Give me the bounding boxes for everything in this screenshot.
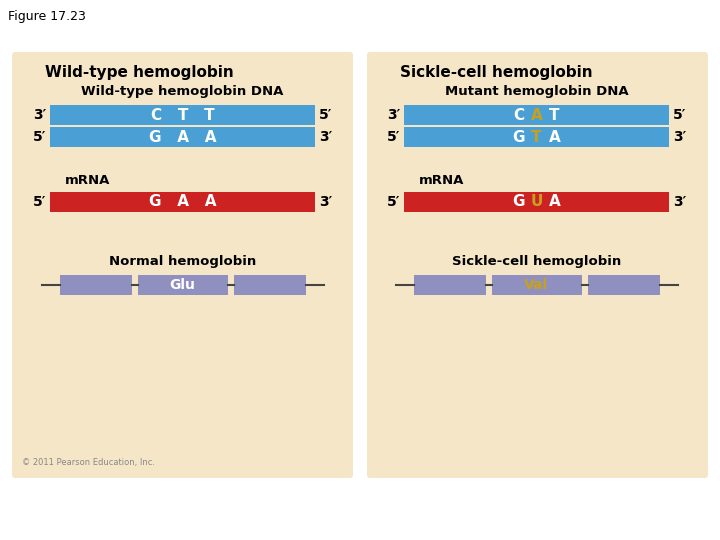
Text: Figure 17.23: Figure 17.23 bbox=[8, 10, 86, 23]
Text: mRNA: mRNA bbox=[419, 173, 464, 186]
Text: G: G bbox=[512, 130, 525, 145]
Text: 5′: 5′ bbox=[673, 108, 686, 122]
Bar bbox=[404, 127, 669, 147]
Text: Mutant hemoglobin DNA: Mutant hemoglobin DNA bbox=[445, 85, 629, 98]
Text: A: A bbox=[549, 130, 560, 145]
Bar bbox=[50, 105, 315, 125]
FancyBboxPatch shape bbox=[367, 52, 708, 478]
Text: 3′: 3′ bbox=[387, 108, 400, 122]
Text: 5′: 5′ bbox=[32, 130, 46, 144]
Bar bbox=[50, 127, 315, 147]
Bar bbox=[404, 105, 669, 125]
Bar bbox=[233, 275, 305, 295]
Bar bbox=[404, 192, 669, 212]
Text: A: A bbox=[531, 107, 542, 123]
Text: Sickle-cell hemoglobin: Sickle-cell hemoglobin bbox=[400, 64, 593, 79]
Text: C: C bbox=[513, 107, 524, 123]
Text: mRNA: mRNA bbox=[65, 173, 110, 186]
Bar bbox=[492, 275, 582, 295]
Text: Wild-type hemoglobin DNA: Wild-type hemoglobin DNA bbox=[81, 85, 284, 98]
Text: G   A   A: G A A bbox=[149, 130, 216, 145]
Text: 3′: 3′ bbox=[673, 130, 686, 144]
Text: C   T   T: C T T bbox=[150, 107, 215, 123]
Text: Wild-type hemoglobin: Wild-type hemoglobin bbox=[45, 64, 234, 79]
FancyBboxPatch shape bbox=[12, 52, 353, 478]
Text: T: T bbox=[549, 107, 559, 123]
Text: G: G bbox=[512, 194, 525, 210]
Text: 3′: 3′ bbox=[673, 195, 686, 209]
Text: © 2011 Pearson Education, Inc.: © 2011 Pearson Education, Inc. bbox=[22, 457, 155, 467]
Text: 3′: 3′ bbox=[319, 195, 332, 209]
Text: 3′: 3′ bbox=[32, 108, 46, 122]
Text: Sickle-cell hemoglobin: Sickle-cell hemoglobin bbox=[452, 255, 621, 268]
Text: Glu: Glu bbox=[170, 278, 195, 292]
Bar bbox=[50, 192, 315, 212]
Text: A: A bbox=[549, 194, 560, 210]
Bar bbox=[413, 275, 485, 295]
Text: 5′: 5′ bbox=[387, 130, 400, 144]
Bar bbox=[60, 275, 132, 295]
Bar bbox=[588, 275, 660, 295]
Text: 5′: 5′ bbox=[32, 195, 46, 209]
Text: Normal hemoglobin: Normal hemoglobin bbox=[109, 255, 256, 268]
Text: G   A   A: G A A bbox=[149, 194, 216, 210]
Text: Val: Val bbox=[524, 278, 549, 292]
Text: 5′: 5′ bbox=[387, 195, 400, 209]
Text: T: T bbox=[531, 130, 541, 145]
Text: 5′: 5′ bbox=[319, 108, 333, 122]
Text: 3′: 3′ bbox=[319, 130, 332, 144]
Bar bbox=[138, 275, 228, 295]
Text: U: U bbox=[531, 194, 543, 210]
